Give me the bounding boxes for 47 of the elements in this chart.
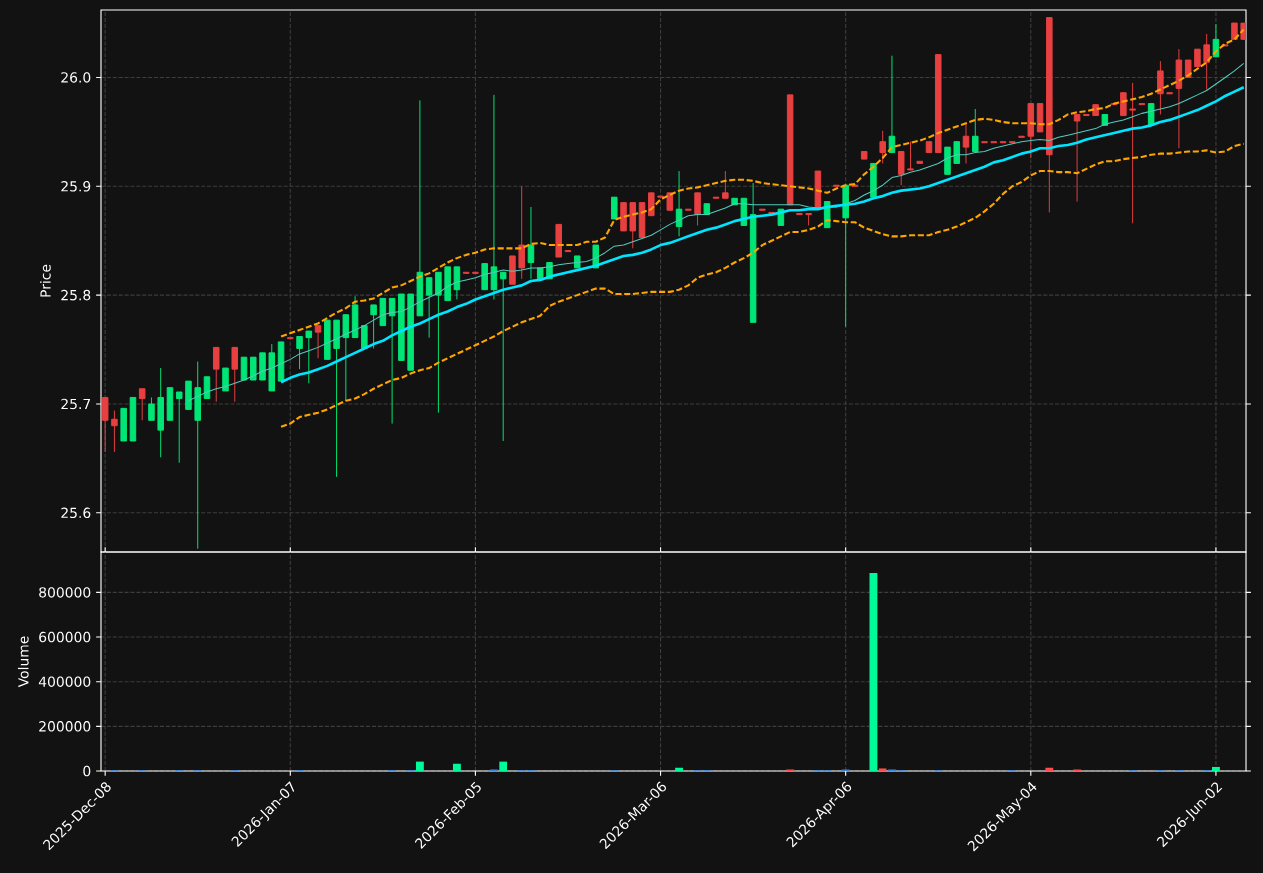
candlestick <box>435 271 442 414</box>
candlestick <box>1157 60 1164 115</box>
candlestick <box>694 192 701 226</box>
candlestick <box>101 396 109 453</box>
y-tick-label: 200000 <box>39 721 91 732</box>
candlestick <box>314 325 322 359</box>
candlestick <box>879 130 886 164</box>
candlestick <box>388 297 396 425</box>
candlestick <box>972 108 979 152</box>
candlestick <box>518 185 525 280</box>
candlestick <box>148 396 155 421</box>
y-tick-label: 0 <box>83 765 91 777</box>
bar <box>1045 767 1054 771</box>
candlestick <box>722 170 729 199</box>
bar <box>415 761 424 771</box>
candlestick <box>527 206 535 280</box>
candlestick <box>111 410 118 453</box>
candlestick <box>342 314 350 402</box>
candlestick <box>231 346 239 403</box>
candlestick <box>305 330 313 384</box>
candlestick <box>907 141 914 171</box>
bar <box>675 767 683 771</box>
candlestick <box>296 336 303 370</box>
candlestick <box>212 346 220 403</box>
candlestick <box>611 196 618 220</box>
candlestick <box>453 266 461 300</box>
bar <box>1212 766 1220 771</box>
candlestick <box>250 356 257 381</box>
candlestick <box>222 367 229 392</box>
y-tick-label: 600000 <box>39 631 91 643</box>
candlestick <box>499 271 507 442</box>
y-tick-label: 400000 <box>38 676 91 687</box>
y-tick-label: 25.6 <box>61 507 91 519</box>
candlestick <box>425 277 433 339</box>
candlestick <box>897 150 905 186</box>
candlestick <box>1129 82 1136 224</box>
candlestick <box>203 376 211 400</box>
candlestick <box>962 122 970 164</box>
candlestick <box>138 388 146 421</box>
candlestick <box>370 304 377 349</box>
y-tick-label: 25.7 <box>61 398 91 410</box>
candlestick <box>175 391 183 464</box>
y-tick-label: 800000 <box>39 587 91 598</box>
candlestick <box>1073 113 1081 203</box>
bar <box>452 763 461 771</box>
candlestick <box>1203 33 1210 90</box>
y-axis-title: Volume <box>17 636 29 688</box>
